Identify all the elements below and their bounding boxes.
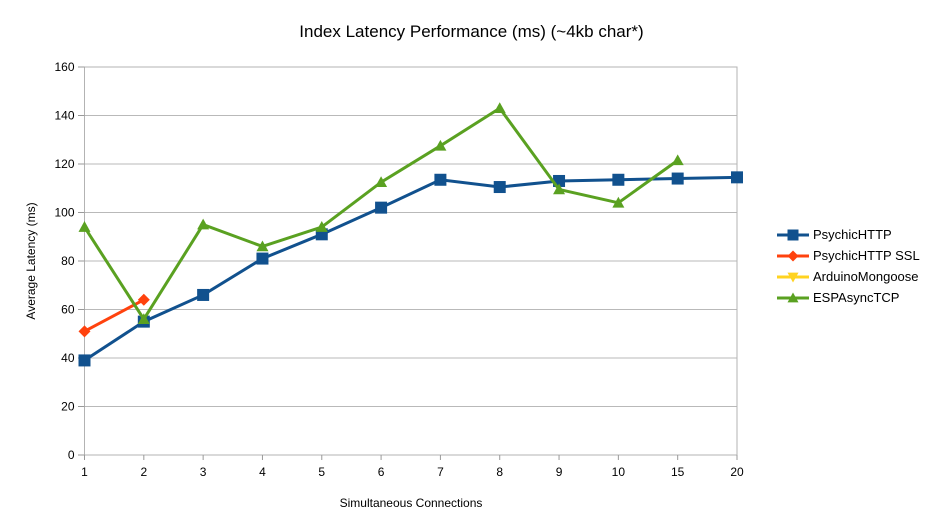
data-point-marker bbox=[78, 221, 91, 232]
legend-item: PsychicHTTP bbox=[777, 224, 920, 245]
data-point-marker bbox=[612, 196, 625, 208]
legend-key-marker bbox=[787, 229, 799, 240]
data-point-marker bbox=[78, 354, 91, 367]
series-line bbox=[83, 175, 738, 362]
y-tick-label: 140 bbox=[54, 109, 74, 123]
y-tick-label: 160 bbox=[54, 60, 74, 74]
y-tick-label: 60 bbox=[61, 303, 75, 317]
x-tick-label: 7 bbox=[437, 465, 444, 479]
legend-key-marker bbox=[787, 272, 799, 282]
series-line bbox=[83, 106, 679, 322]
legend-label: ArduinoMongoose bbox=[813, 269, 919, 284]
legend: PsychicHTTP PsychicHTTP SSL ArduinoMongoos… bbox=[777, 224, 920, 308]
y-tick-label: 80 bbox=[61, 254, 75, 268]
chart-title: Index Latency Performance (ms) (~4kb cha… bbox=[299, 22, 644, 41]
data-point-marker bbox=[493, 102, 506, 114]
data-point-marker bbox=[671, 172, 684, 185]
y-tick-label: 20 bbox=[61, 400, 75, 414]
y-tick-label: 120 bbox=[54, 157, 74, 171]
legend-key-marker bbox=[787, 250, 799, 261]
data-point-marker bbox=[315, 221, 328, 232]
x-tick-label: 1 bbox=[81, 465, 88, 479]
x-axis-title: Simultaneous Connections bbox=[339, 496, 483, 510]
x-tick-label: 3 bbox=[200, 465, 207, 479]
data-point-marker bbox=[671, 154, 684, 166]
data-point-marker bbox=[375, 201, 388, 214]
legend-key-icon bbox=[777, 292, 809, 302]
data-point-marker bbox=[375, 176, 388, 187]
data-point-marker bbox=[434, 173, 447, 186]
data-point-marker bbox=[493, 181, 506, 194]
x-tick-label: 20 bbox=[730, 465, 744, 479]
x-tick-label: 8 bbox=[496, 465, 503, 479]
data-point-marker bbox=[197, 288, 210, 301]
data-point-marker bbox=[137, 293, 150, 306]
legend-item: ESPAsyncTCP bbox=[777, 287, 920, 308]
legend-key-marker bbox=[787, 292, 799, 302]
data-point-marker bbox=[612, 173, 625, 186]
data-point-marker bbox=[137, 313, 150, 324]
x-tick-label: 10 bbox=[612, 465, 626, 479]
legend-key-icon bbox=[777, 272, 809, 282]
data-point-marker bbox=[553, 183, 566, 195]
x-tick-label: 5 bbox=[318, 465, 325, 479]
legend-label: PsychicHTTP bbox=[813, 227, 892, 242]
legend-item: ArduinoMongoose bbox=[777, 266, 920, 287]
y-tick-label: 100 bbox=[54, 206, 74, 220]
x-tick-label: 15 bbox=[671, 465, 685, 479]
data-point-marker bbox=[256, 252, 269, 265]
legend-item: PsychicHTTP SSL bbox=[777, 245, 920, 266]
x-tick-label: 6 bbox=[378, 465, 385, 479]
data-point-marker bbox=[197, 218, 210, 230]
legend-key-icon bbox=[777, 229, 809, 240]
x-tick-label: 2 bbox=[140, 465, 147, 479]
legend-label: ESPAsyncTCP bbox=[813, 290, 900, 305]
data-point-marker bbox=[256, 240, 269, 252]
y-tick-label: 0 bbox=[68, 448, 75, 462]
legend-key-icon bbox=[777, 250, 809, 261]
y-tick-label: 40 bbox=[61, 351, 75, 365]
data-point-marker bbox=[78, 325, 91, 338]
data-point-marker bbox=[731, 171, 743, 184]
x-tick-label: 9 bbox=[556, 465, 563, 479]
x-tick-label: 4 bbox=[259, 465, 266, 479]
legend-label: PsychicHTTP SSL bbox=[813, 248, 920, 263]
data-point-marker bbox=[434, 139, 447, 151]
